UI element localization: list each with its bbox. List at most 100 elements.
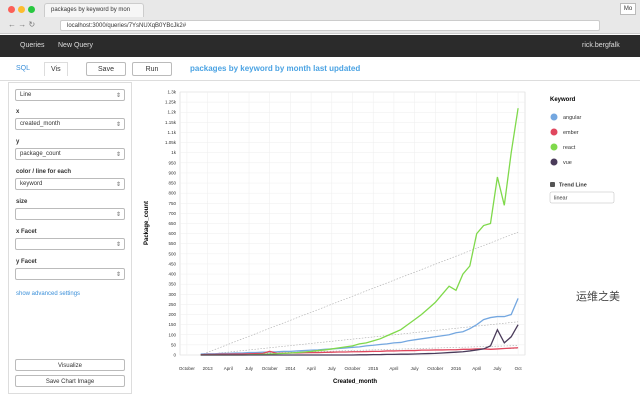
- min-dot[interactable]: [18, 6, 25, 13]
- y-tick-label: 1.15k: [165, 120, 177, 125]
- y-tick-label: 1.05k: [165, 140, 177, 145]
- toolbar: SQL Vis Save Run packages by keyword by …: [0, 57, 640, 81]
- nav-arrows[interactable]: ← → ↻: [8, 20, 36, 29]
- x-tick-label: October: [179, 366, 196, 371]
- x-tick-label: October: [427, 366, 444, 371]
- navbar: Queries New Query rick.bergfalk: [0, 35, 640, 57]
- y-tick-label: 150: [168, 322, 176, 327]
- y-tick-label: 850: [168, 181, 176, 186]
- legend-label: ember: [563, 130, 579, 136]
- y-tick-label: 0: [173, 353, 176, 358]
- y-tick-label: 400: [168, 272, 176, 277]
- y-axis-label: Package_count: [144, 201, 150, 245]
- y-tick-label: 1.2k: [167, 110, 176, 115]
- legend-title: Keyword: [550, 97, 576, 103]
- sql-tab[interactable]: SQL: [16, 65, 31, 72]
- y-tick-label: 900: [168, 170, 176, 175]
- field-label: color / line for each: [16, 169, 72, 175]
- field-label: y: [16, 139, 20, 145]
- field-select[interactable]: [15, 238, 125, 250]
- x-tick-label: July: [411, 366, 420, 371]
- y-tick-label: 300: [168, 292, 176, 297]
- field-label: x Facet: [16, 229, 37, 235]
- run-button[interactable]: Run: [132, 62, 172, 76]
- field-select[interactable]: [15, 268, 125, 280]
- field-select[interactable]: package_count: [15, 148, 125, 160]
- nav-item[interactable]: New Query: [58, 42, 94, 49]
- y-tick-label: 750: [168, 201, 176, 206]
- profile: Mo: [623, 6, 633, 12]
- advanced-link[interactable]: show advanced settings: [16, 291, 81, 297]
- field-select[interactable]: keyword: [15, 178, 125, 190]
- watermark: 运维之美: [576, 289, 620, 303]
- legend-swatch[interactable]: [550, 143, 558, 151]
- x-tick-label: July: [493, 366, 502, 371]
- y-tick-label: 250: [168, 302, 176, 307]
- settings-panel: Line x created_monthy package_countcolor /…: [8, 82, 132, 394]
- field-label: size: [16, 199, 28, 205]
- y-tick-label: 1.3k: [167, 90, 176, 95]
- trend-type: linear: [554, 196, 568, 202]
- tab[interactable]: packages by keyword by mon: [44, 3, 144, 17]
- profile-button[interactable]: Mo: [620, 3, 636, 15]
- legend-swatch[interactable]: [550, 128, 558, 136]
- url: localhost:3000/queries/7YsNUXqB0YBcJk2#: [67, 23, 187, 29]
- close-dot[interactable]: [8, 6, 15, 13]
- x-tick-label: October: [344, 366, 361, 371]
- x-tick-label: 2016: [451, 366, 462, 371]
- legend-swatch[interactable]: [550, 158, 558, 166]
- y-tick-label: 1.1k: [167, 130, 176, 135]
- y-tick-label: 1.25k: [165, 100, 177, 105]
- vis-tab[interactable]: Vis: [44, 62, 68, 76]
- save-button[interactable]: Save: [86, 62, 126, 76]
- address-bar[interactable]: localhost:3000/queries/7YsNUXqB0YBcJk2#: [60, 20, 600, 31]
- trend-line-label: Trend Line: [559, 183, 587, 189]
- legend-swatch[interactable]: [550, 113, 558, 121]
- field-label: y Facet: [16, 259, 37, 265]
- x-tick-label: April: [307, 366, 316, 371]
- y-tick-label: 200: [168, 312, 176, 317]
- nav-item[interactable]: Queries: [20, 42, 45, 49]
- series-line: [200, 347, 519, 356]
- save-image-button[interactable]: Save Chart Image: [15, 375, 125, 387]
- user-menu[interactable]: rick.bergfalk: [582, 42, 620, 49]
- legend-label: react: [563, 145, 576, 151]
- browser-chrome: packages by keyword by mon localhost:300…: [0, 0, 640, 34]
- trend-checkbox[interactable]: [550, 182, 555, 187]
- series-line: [200, 298, 519, 355]
- trend-line: [200, 321, 519, 356]
- y-tick-label: 700: [168, 211, 176, 216]
- tab-title: packages by keyword by mon: [51, 7, 131, 13]
- y-tick-label: 1k: [171, 150, 177, 155]
- max-dot[interactable]: [28, 6, 35, 13]
- y-tick-label: 600: [168, 231, 176, 236]
- trend-line: [200, 345, 519, 356]
- x-tick-label: July: [245, 366, 254, 371]
- field-select[interactable]: [15, 208, 125, 220]
- field-select[interactable]: created_month: [15, 118, 125, 130]
- x-tick-label: April: [224, 366, 233, 371]
- x-tick-label: July: [328, 366, 337, 371]
- visualize-button[interactable]: Visualize: [15, 359, 125, 371]
- trend-type-select[interactable]: [549, 191, 615, 204]
- x-tick-label: October: [262, 366, 279, 371]
- y-tick-label: 500: [168, 251, 176, 256]
- x-tick-label: April: [389, 366, 398, 371]
- chart: Keyword Created_month Package_count 运维之美…: [144, 90, 620, 386]
- query-title: packages by keyword by month last update…: [190, 64, 361, 73]
- x-axis-label: Created_month: [333, 379, 377, 385]
- y-tick-label: 550: [168, 241, 176, 246]
- chart-type-select[interactable]: Line: [15, 89, 125, 101]
- x-tick-label: 2013: [203, 366, 214, 371]
- x-tick-label: 2015: [368, 366, 379, 371]
- x-tick-label: Oct: [515, 366, 523, 371]
- series-line: [200, 324, 519, 356]
- y-tick-label: 650: [168, 221, 176, 226]
- y-tick-label: 350: [168, 282, 176, 287]
- y-tick-label: 450: [168, 261, 176, 266]
- field-label: x: [16, 109, 20, 115]
- y-tick-label: 950: [168, 160, 176, 165]
- y-tick-label: 50: [171, 342, 177, 347]
- legend-label: angular: [563, 115, 582, 121]
